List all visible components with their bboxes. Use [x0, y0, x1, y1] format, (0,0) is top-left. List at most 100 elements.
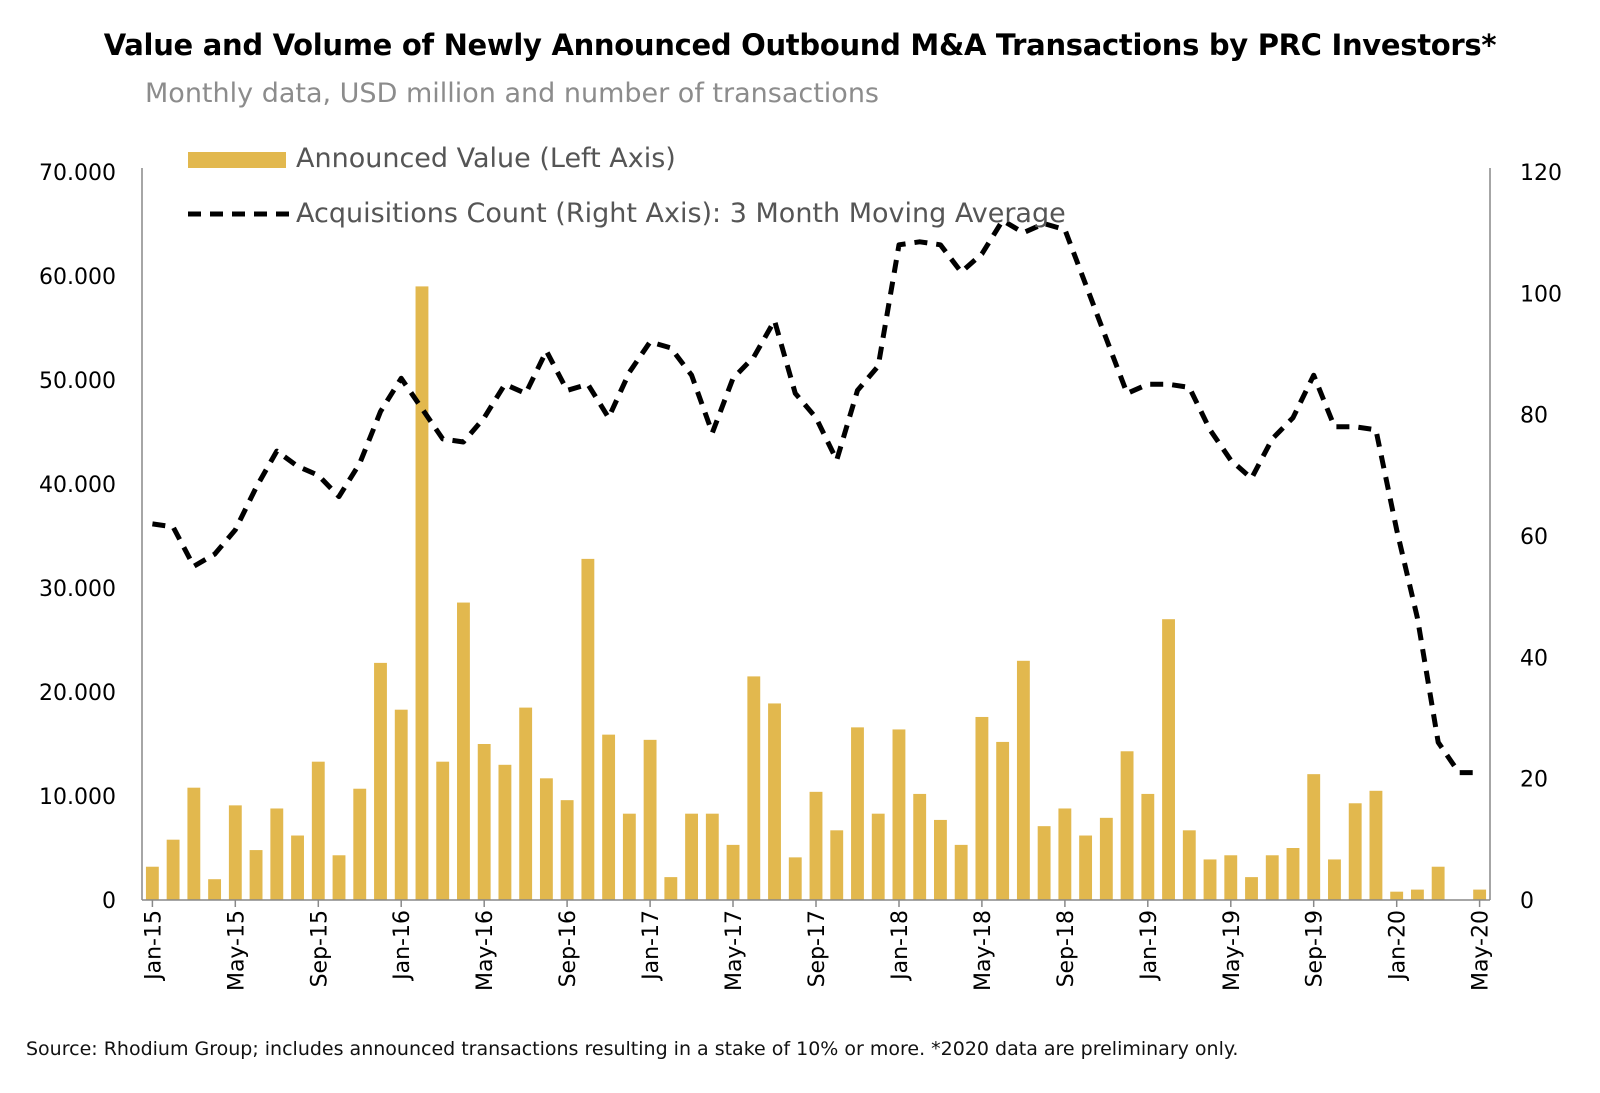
bar [934, 819, 947, 900]
bar [249, 850, 263, 900]
right-tick-label: 60 [1520, 525, 1548, 550]
left-tick-label: 20.000 [39, 681, 116, 706]
chart-subtitle: Monthly data, USD million and number of … [145, 78, 879, 109]
bar [1410, 889, 1424, 900]
bar [996, 741, 1010, 900]
bar [291, 835, 304, 900]
bar [1431, 866, 1445, 900]
legend-line-label: Acquisitions Count (Right Axis): 3 Month… [296, 198, 1066, 229]
x-tick-label: Jan-15 [141, 910, 166, 982]
bar [1328, 859, 1341, 900]
bar [1369, 790, 1383, 900]
x-tick-label: May-18 [971, 910, 996, 991]
x-tick-label: Jan-20 [1386, 910, 1411, 982]
bar [747, 676, 761, 900]
x-tick-label: Sep-16 [556, 910, 581, 987]
right-tick-label: 120 [1520, 161, 1562, 186]
chart-title: Value and Volume of Newly Announced Outb… [103, 28, 1497, 62]
bar [1162, 619, 1175, 900]
left-tick-label: 30.000 [39, 577, 116, 602]
bar [415, 286, 429, 900]
left-tick-label: 10.000 [39, 785, 116, 810]
legend-bar-swatch [188, 152, 286, 168]
left-tick-label: 70.000 [39, 161, 116, 186]
bar [643, 739, 657, 900]
bar [1037, 826, 1051, 900]
bar [851, 727, 864, 900]
bar [270, 808, 284, 900]
bar [1390, 891, 1404, 900]
bar [975, 716, 989, 900]
bar [498, 764, 512, 900]
bar [519, 707, 533, 900]
bar [228, 805, 242, 900]
x-tick-label: Sep-17 [805, 910, 830, 987]
legend-bar-label: Announced Value (Left Axis) [296, 143, 676, 174]
x-tick-label: May-15 [224, 910, 249, 991]
x-tick-label: May-16 [473, 910, 498, 991]
bar [539, 778, 553, 900]
bar [1203, 859, 1217, 900]
bar [581, 558, 595, 900]
right-tick-label: 100 [1520, 282, 1562, 307]
right-tick-label: 80 [1520, 404, 1548, 429]
left-tick-label: 50.000 [39, 369, 116, 394]
bar [311, 761, 325, 900]
bar [436, 761, 450, 900]
bar [1099, 817, 1113, 900]
legend: Announced Value (Left Axis) Acquisitions … [188, 143, 1066, 229]
bar [809, 791, 823, 900]
bar [1016, 660, 1030, 900]
bar [768, 703, 781, 900]
bar [1141, 793, 1155, 900]
bar [1286, 848, 1300, 900]
bar [1079, 835, 1093, 900]
bar [622, 813, 636, 900]
x-tick-label: Jan-18 [888, 910, 913, 982]
bar [374, 662, 387, 900]
x-tick-label: Jan-16 [390, 910, 415, 982]
bar [602, 734, 616, 900]
bar [1182, 830, 1196, 900]
bar [332, 855, 346, 900]
bar [208, 879, 222, 900]
bar [166, 839, 180, 900]
x-tick-label: May-20 [1469, 910, 1494, 991]
bar [830, 830, 844, 900]
bar [1265, 855, 1279, 900]
bar [353, 788, 367, 900]
x-tick-label: Jan-19 [1137, 910, 1162, 982]
bar [892, 729, 906, 900]
bar [560, 800, 574, 900]
bar [145, 866, 159, 900]
left-tick-label: 60.000 [39, 265, 116, 290]
bar [1307, 774, 1321, 900]
bar [1473, 889, 1487, 900]
bar [705, 813, 719, 900]
bar [871, 813, 885, 900]
bar [1224, 855, 1238, 900]
bar [1120, 751, 1134, 900]
bar [1348, 803, 1362, 900]
x-tick-label: Sep-18 [1054, 910, 1079, 987]
bar [457, 602, 470, 900]
bar-series [145, 286, 1487, 900]
x-tick-label: May-19 [1220, 910, 1245, 991]
bar [664, 877, 678, 900]
left-tick-label: 0 [102, 889, 116, 914]
bar [187, 787, 201, 900]
x-tick-label: Sep-19 [1303, 910, 1328, 987]
bar [954, 844, 968, 900]
bar [477, 744, 491, 900]
x-tick-label: May-17 [722, 910, 747, 991]
bar [394, 709, 408, 900]
source-note: Source: Rhodium Group; includes announce… [26, 1038, 1239, 1060]
left-tick-label: 40.000 [39, 473, 116, 498]
right-tick-label: 20 [1520, 768, 1548, 793]
moving-average-line [152, 218, 1480, 776]
bar [788, 857, 802, 900]
axes: 0 10.000 20.000 30.000 40.000 50.000 60.000 70.… [39, 161, 1562, 991]
bar [726, 844, 740, 900]
x-tick-label: Sep-15 [307, 910, 332, 987]
